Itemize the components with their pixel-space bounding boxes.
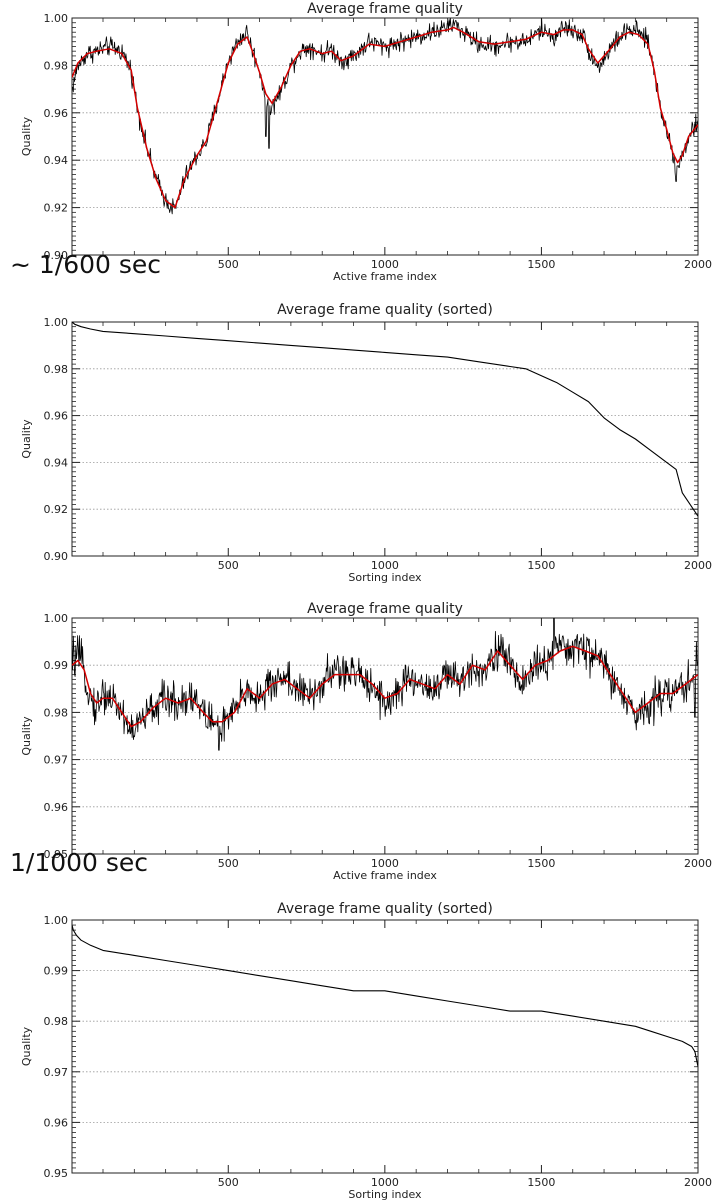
x-tick-label: 1500 xyxy=(527,857,555,870)
chart-title: Average frame quality (sorted) xyxy=(277,302,493,318)
y-axis-label: Quality xyxy=(20,116,33,156)
y-tick-label: 1.00 xyxy=(44,914,69,927)
x-axis-label: Active frame index xyxy=(333,869,437,882)
y-tick-label: 1.00 xyxy=(44,316,69,329)
y-tick-label: 0.92 xyxy=(44,202,69,215)
series-line-raw xyxy=(72,618,698,751)
chart-4: 0.95 0.96 0.97 0.98 0.99 1.00 500 1000 1500 2000 A… xyxy=(20,901,712,1200)
y-tick-label: 0.99 xyxy=(44,965,69,978)
x-tick-label: 500 xyxy=(218,258,239,271)
chart-title: Average frame quality (sorted) xyxy=(277,901,493,917)
chart-1: 0.90 0.92 0.94 0.96 0.98 1.00 500 1000 1500 2000 A… xyxy=(20,1,712,283)
x-tick-label: 1000 xyxy=(371,1176,399,1189)
y-tick-label: 0.95 xyxy=(44,1167,69,1180)
x-tick-label: 1000 xyxy=(371,559,399,572)
plot-frame xyxy=(71,617,699,855)
chart-panel-2: 0.90 0.92 0.94 0.96 0.98 1.00 500 1000 1500 2000 A… xyxy=(0,294,720,584)
y-tick-label: 0.98 xyxy=(44,1015,69,1028)
chart-panel-4: 0.95 0.96 0.97 0.98 0.99 1.00 500 1000 1500 2000 A… xyxy=(0,898,720,1200)
x-tick-label: 1500 xyxy=(527,258,555,271)
exposure-note-1: ~ 1/600 sec xyxy=(10,250,162,279)
series-line-smoothed xyxy=(72,645,698,728)
x-tick-label: 500 xyxy=(218,1176,239,1189)
x-tick-label: 500 xyxy=(218,559,239,572)
chart-3: 0.95 0.96 0.97 0.98 0.99 1.00 500 1000 1500 2000 A… xyxy=(20,601,712,882)
y-tick-label: 1.00 xyxy=(44,612,69,625)
chart-title: Average frame quality xyxy=(307,1,463,17)
plot-frame xyxy=(71,919,699,1174)
x-tick-label: 2000 xyxy=(684,1176,712,1189)
chart-panel-1: 0.90 0.92 0.94 0.96 0.98 1.00 500 1000 1500 2000 A… xyxy=(0,0,720,283)
y-axis-label: Quality xyxy=(20,716,33,756)
series-line-sorted xyxy=(72,924,698,1067)
y-tick-label: 0.98 xyxy=(44,59,69,72)
exposure-note-2: 1/1000 sec xyxy=(10,848,149,877)
x-axis-label: Active frame index xyxy=(333,270,437,283)
x-tick-label: 1500 xyxy=(527,1176,555,1189)
y-tick-label: 0.92 xyxy=(44,503,69,516)
x-tick-label: 2000 xyxy=(684,258,712,271)
y-tick-label: 0.98 xyxy=(44,363,69,376)
x-axis-label: Sorting index xyxy=(348,1188,422,1200)
y-tick-label: 0.98 xyxy=(44,706,69,719)
y-tick-label: 0.96 xyxy=(44,107,69,120)
y-tick-label: 0.95 xyxy=(44,848,69,861)
x-tick-label: 2000 xyxy=(684,559,712,572)
y-tick-label: 0.94 xyxy=(44,456,69,469)
series-line-raw xyxy=(72,18,698,215)
series-line-sorted xyxy=(72,322,698,517)
x-axis-label: Sorting index xyxy=(348,571,422,584)
y-tick-label: 0.97 xyxy=(44,1066,69,1079)
y-tick-label: 0.90 xyxy=(44,550,69,563)
y-tick-label: 0.99 xyxy=(44,659,69,672)
chart-title: Average frame quality xyxy=(307,601,463,617)
y-tick-label: 0.96 xyxy=(44,410,69,423)
x-tick-label: 1000 xyxy=(371,258,399,271)
y-axis-label: Quality xyxy=(20,1026,33,1066)
x-tick-label: 2000 xyxy=(684,857,712,870)
y-tick-label: 1.00 xyxy=(44,12,69,25)
y-tick-label: 0.96 xyxy=(44,1116,69,1129)
y-tick-label: 0.90 xyxy=(44,249,69,262)
y-axis-label: Quality xyxy=(20,419,33,459)
plot-frame xyxy=(71,321,699,557)
x-tick-label: 1500 xyxy=(527,559,555,572)
x-tick-label: 1000 xyxy=(371,857,399,870)
chart-panel-3: 0.95 0.96 0.97 0.98 0.99 1.00 500 1000 1500 2000 A… xyxy=(0,598,720,882)
series-line-smoothed xyxy=(72,26,698,209)
chart-2: 0.90 0.92 0.94 0.96 0.98 1.00 500 1000 1500 2000 A… xyxy=(20,302,712,584)
y-tick-label: 0.97 xyxy=(44,754,69,767)
y-tick-label: 0.94 xyxy=(44,154,69,167)
x-tick-label: 500 xyxy=(218,857,239,870)
y-tick-label: 0.96 xyxy=(44,801,69,814)
